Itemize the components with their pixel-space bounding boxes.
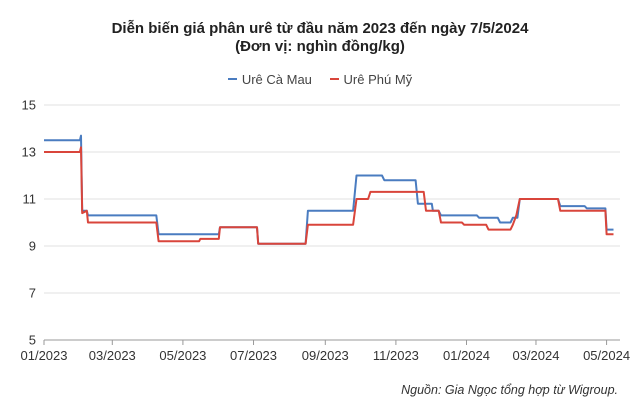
- x-tick-label-8: 05/2024: [583, 348, 630, 363]
- x-tick-label-5: 11/2023: [373, 348, 419, 363]
- x-tick-label-1: 03/2023: [89, 348, 136, 363]
- legend-swatch-phu-my: [329, 78, 339, 80]
- chart-title-line1: Diễn biến giá phân urê từ đầu năm 2023 đ…: [111, 20, 529, 37]
- y-tick-label-7: 7: [29, 286, 36, 301]
- series-line-1: [44, 146, 614, 245]
- y-tick-label-11: 11: [23, 192, 37, 207]
- chart-title: Diễn biến giá phân urê từ đầu năm 2023 đ…: [0, 20, 640, 56]
- x-tick-label-3: 07/2023: [230, 348, 277, 363]
- legend-item-phu-my: Urê Phú Mỹ: [329, 71, 413, 87]
- y-tick-label-13: 13: [22, 145, 36, 160]
- chart-legend: Urê Cà Mau Urê Phú Mỹ: [0, 68, 640, 87]
- legend-item-ca-mau: Urê Cà Mau: [227, 71, 312, 87]
- source-note: Nguồn: Gia Ngọc tổng hợp từ Wigroup.: [401, 383, 618, 397]
- x-tick-label-0: 01/2023: [21, 348, 68, 363]
- legend-swatch-ca-mau: [227, 78, 237, 80]
- chart-title-line2: (Đơn vị: nghìn đồng/kg): [235, 38, 405, 55]
- y-tick-label-5: 5: [29, 333, 36, 348]
- x-tick-label-6: 01/2024: [443, 348, 490, 363]
- legend-label-phu-my: Urê Phú Mỹ: [343, 71, 413, 87]
- y-tick-label-15: 15: [22, 98, 36, 113]
- x-tick-label-7: 03/2024: [512, 348, 559, 363]
- x-tick-label-4: 09/2023: [302, 348, 349, 363]
- y-tick-label-9: 9: [29, 239, 36, 254]
- legend-label-ca-mau: Urê Cà Mau: [241, 71, 312, 87]
- x-tick-label-2: 05/2023: [159, 348, 206, 363]
